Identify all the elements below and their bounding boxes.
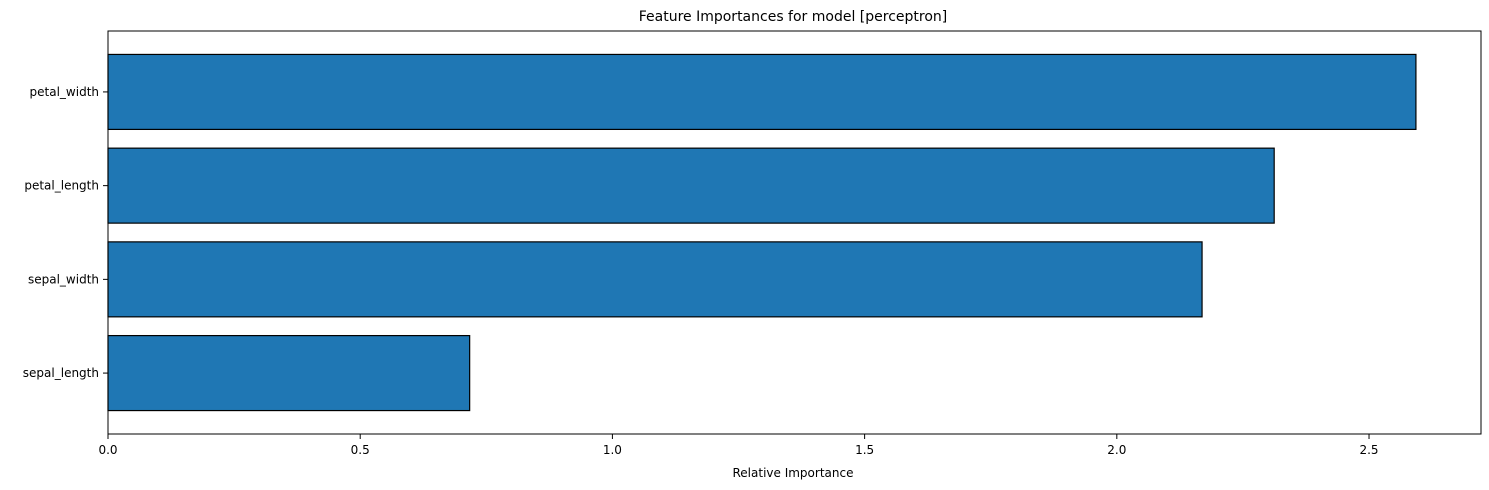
y-tick-label-sepal_length: sepal_length xyxy=(23,366,99,380)
bar-sepal_length xyxy=(107,334,471,412)
x-tick-label: 1.0 xyxy=(603,443,622,457)
y-tick-label-petal_width: petal_width xyxy=(30,85,99,99)
chart-title: Feature Importances for model [perceptro… xyxy=(639,9,948,25)
x-tick-label: 2.5 xyxy=(1359,443,1378,457)
bar-petal_width xyxy=(107,53,1417,131)
axes-frame xyxy=(107,30,1482,435)
y-tick-label-petal_length: petal_length xyxy=(24,179,99,193)
bar-sepal_width xyxy=(107,241,1203,318)
x-tick-label: 1.5 xyxy=(855,443,874,457)
x-tick-label: 0.5 xyxy=(351,443,370,457)
x-axis-label: Relative Importance xyxy=(733,466,854,480)
y-tick-label-sepal_width: sepal_width xyxy=(28,272,99,286)
bar-petal_length xyxy=(107,147,1275,224)
plot-area: sepal_length sepal_width petal_length petal… xyxy=(23,30,1482,457)
x-tick-label: 2.0 xyxy=(1107,443,1126,457)
x-tick-label: 0.0 xyxy=(98,443,117,457)
